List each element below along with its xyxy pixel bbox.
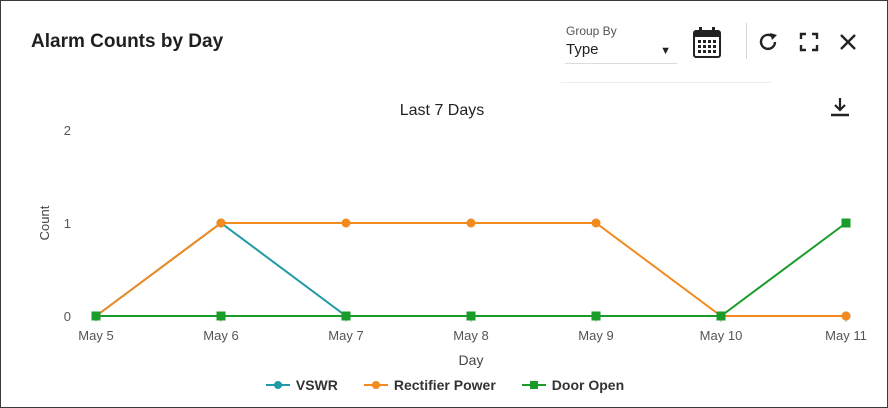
chart-legend: VSWR Rectifier Power Door Open [1,377,888,393]
data-point[interactable] [841,311,851,321]
x-tick-label: May 9 [578,328,613,343]
data-point[interactable] [466,218,476,228]
close-icon[interactable] [838,32,858,57]
group-by-value: Type [566,41,599,58]
group-by-label: Group By [566,24,617,38]
legend-swatch [363,379,388,391]
widget-title: Alarm Counts by Day [31,31,224,52]
legend-swatch [265,379,290,391]
data-point[interactable] [216,311,226,321]
data-point[interactable] [591,311,601,321]
legend-item[interactable]: Rectifier Power [363,377,496,393]
series-door-open [91,218,851,321]
x-tick-label: May 7 [328,328,363,343]
header-divider [561,82,771,83]
calendar-icon[interactable] [692,26,722,63]
y-tick-label: 0 [64,309,71,324]
legend-marker [371,381,380,389]
group-by-select[interactable]: Group By Type ▼ [565,21,677,64]
series-line-rectifier-power [95,222,846,317]
series-line-vswr [95,221,846,317]
x-tick-label: May 10 [700,328,743,343]
data-point[interactable] [341,311,351,321]
toolbar-divider [746,23,747,59]
x-tick-label: May 8 [453,328,488,343]
data-point[interactable] [341,218,351,228]
y-tick-label: 1 [64,216,71,231]
data-point[interactable] [841,218,851,228]
data-point[interactable] [216,218,226,228]
data-point[interactable] [91,311,101,321]
fullscreen-icon[interactable] [799,32,819,57]
x-tick-label: May 6 [203,328,238,343]
legend-marker [273,381,282,389]
chevron-down-icon: ▼ [660,45,671,57]
series-line-door-open [96,222,847,317]
legend-label: VSWR [295,377,338,393]
legend-marker [529,381,538,389]
legend-swatch [521,379,546,391]
y-axis-label: Count [37,205,52,240]
x-axis-label: Day [459,352,484,368]
legend-item[interactable]: VSWR [265,377,338,393]
line-chart: Last 7 Days Count Day 0 1 2 May 5 May 6 May 7… [37,102,867,368]
data-point[interactable] [466,311,476,321]
data-point[interactable] [716,311,726,321]
legend-label: Door Open [551,377,625,393]
legend-item[interactable]: Door Open [521,377,625,393]
chart-title: Last 7 Days [400,102,484,119]
data-point[interactable] [591,218,601,228]
x-tick-label: May 11 [825,328,867,343]
y-tick-label: 2 [64,123,71,138]
download-icon[interactable] [829,96,851,123]
legend-label: Rectifier Power [393,377,496,393]
x-tick-label: May 5 [78,328,113,343]
refresh-icon[interactable] [758,31,780,58]
